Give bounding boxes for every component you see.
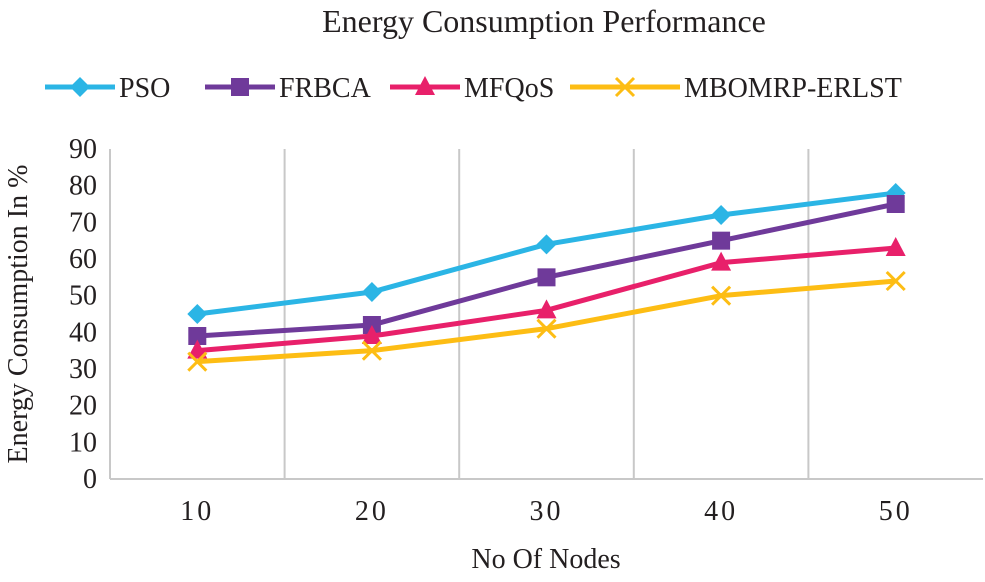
series-group (187, 183, 906, 372)
y-tick-label: 50 (69, 281, 97, 312)
legend-label: FRBCA (279, 73, 372, 104)
y-tick-label: 70 (69, 207, 97, 238)
legend: PSO FRBCA MFQoS MBOMRP-ERLST (45, 73, 902, 104)
x-tick-label: 20 (355, 496, 389, 527)
axes: 0 10 20 30 40 50 60 70 80 90 10 20 30 40 50 (69, 134, 983, 527)
data-point-pso (361, 282, 382, 302)
data-point-frbca (537, 268, 556, 287)
legend-marker-mfqos (415, 76, 435, 95)
y-tick-label: 0 (83, 464, 97, 495)
data-point-mbomrp-erlst (711, 285, 732, 306)
data-point-mfqos (361, 325, 382, 344)
chart-title: Energy Consumption Performance (322, 3, 766, 39)
y-tick-label: 20 (69, 391, 97, 422)
y-tick-label: 30 (69, 354, 97, 385)
legend-marker-frbca (231, 78, 249, 96)
series-line-mbomrp-erlst (197, 278, 896, 365)
legend-label: PSO (119, 73, 170, 104)
data-point-mbomrp-erlst (187, 351, 208, 372)
legend-marker-mbomrp-erlst (614, 76, 636, 98)
legend-label: MBOMRP-ERLST (684, 73, 902, 104)
x-tick-label: 10 (180, 496, 214, 527)
y-tick-label: 40 (69, 317, 97, 348)
x-axis-label: No Of Nodes (471, 544, 620, 575)
y-axis-label: Energy Consumption In % (3, 165, 34, 464)
y-tick-label: 90 (69, 134, 97, 165)
y-tick-label: 60 (69, 244, 97, 275)
data-point-mbomrp-erlst (885, 270, 906, 292)
data-point-pso (536, 234, 557, 255)
y-tick-label: 10 (69, 427, 97, 458)
y-tick-label: 80 (69, 171, 97, 202)
legend-label: MFQoS (464, 73, 554, 104)
data-point-mfqos (885, 237, 906, 256)
x-tick-label: 30 (530, 496, 564, 527)
data-point-mfqos (711, 251, 732, 271)
data-point-mbomrp-erlst (361, 340, 382, 361)
data-point-frbca (712, 231, 731, 250)
data-point-mfqos (187, 339, 208, 359)
data-point-pso (711, 205, 732, 225)
data-point-frbca (886, 195, 905, 213)
x-tick-label: 40 (704, 496, 738, 527)
data-point-mfqos (536, 299, 557, 319)
data-point-frbca (188, 327, 207, 345)
data-point-pso (187, 304, 208, 324)
x-tick-label: 50 (879, 496, 913, 527)
data-point-mbomrp-erlst (536, 318, 557, 339)
legend-marker-pso (70, 77, 90, 97)
